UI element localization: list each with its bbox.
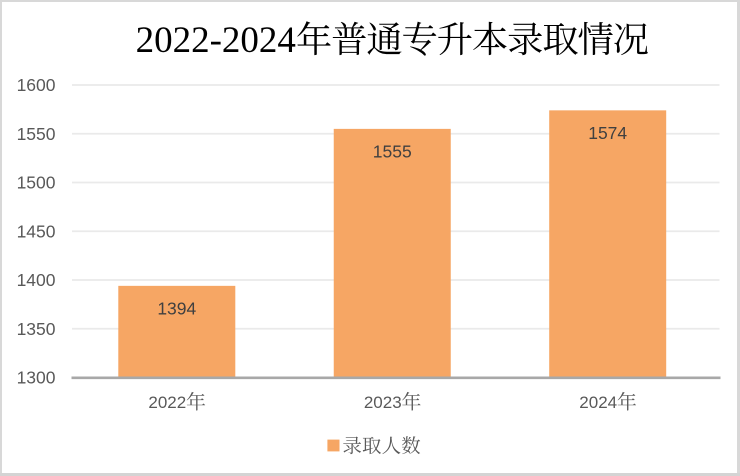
svg-text:1300: 1300	[17, 368, 56, 388]
svg-text:1500: 1500	[17, 173, 56, 193]
svg-text:1550: 1550	[17, 124, 56, 144]
svg-text:1400: 1400	[17, 270, 56, 290]
svg-text:1555: 1555	[373, 141, 412, 161]
svg-text:1450: 1450	[17, 221, 56, 241]
svg-text:2023: 2023	[364, 393, 402, 412]
svg-text:1394: 1394	[157, 298, 196, 318]
svg-text:1600: 1600	[17, 75, 56, 95]
svg-text:1574: 1574	[588, 123, 627, 143]
svg-text:2024: 2024	[579, 393, 617, 412]
svg-text:1350: 1350	[17, 319, 56, 339]
svg-text:2022: 2022	[148, 393, 186, 412]
svg-text:2022-2024: 2022-2024	[136, 20, 296, 61]
